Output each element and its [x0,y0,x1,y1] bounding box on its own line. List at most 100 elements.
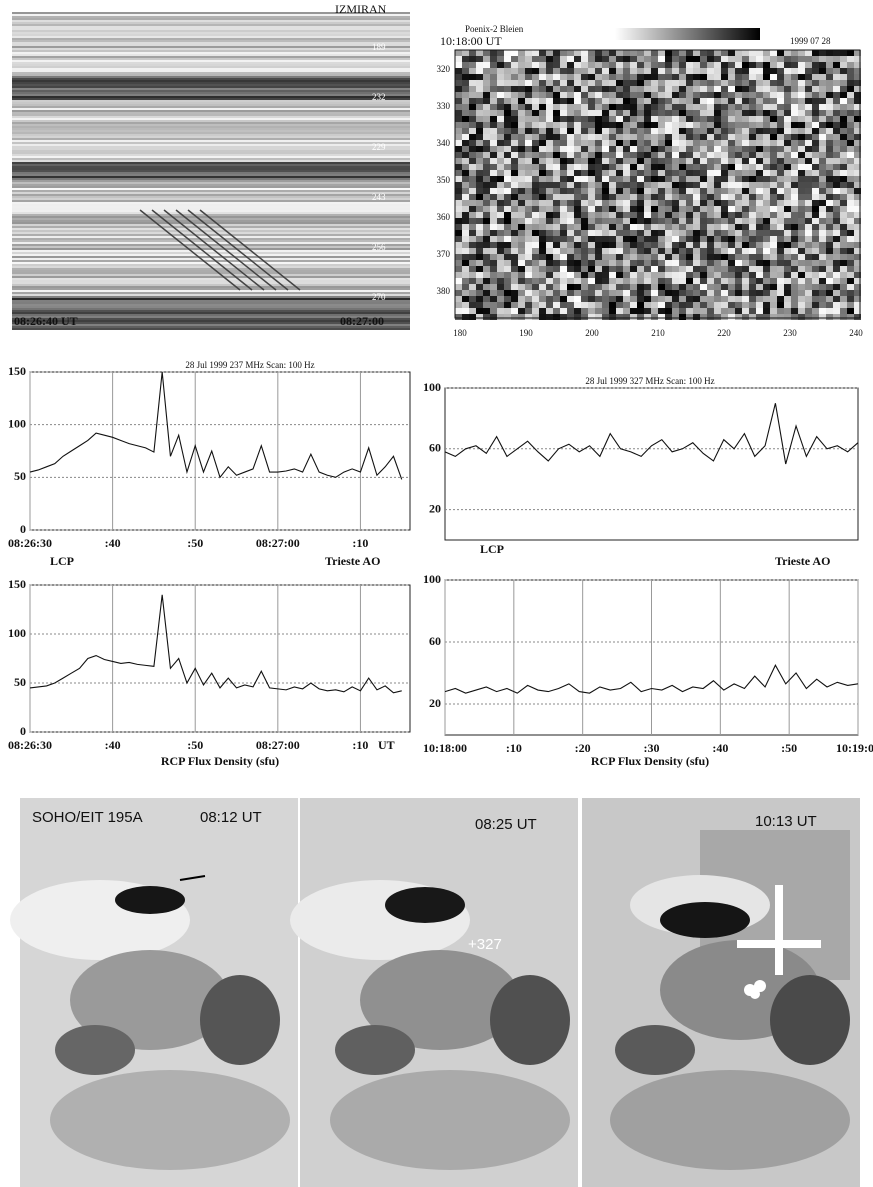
pixel [707,200,714,206]
pixel [665,242,672,248]
pixel [749,92,756,98]
pixel [609,212,616,218]
pixel [798,236,805,242]
pixel [735,170,742,176]
pixel [784,314,791,320]
pixel [476,308,483,314]
pixel [462,302,469,308]
pixel [721,62,728,68]
pixel [665,50,672,56]
pixel [679,116,686,122]
pixel [490,194,497,200]
bleien-date: 1999 07 28 [790,36,831,46]
pixel [504,146,511,152]
pixel [483,56,490,62]
pixel [735,182,742,188]
pixel [546,278,553,284]
pixel [637,272,644,278]
pixel [784,104,791,110]
pixel [462,212,469,218]
pixel [532,242,539,248]
pixel [497,296,504,302]
pixel [637,314,644,320]
pixel [476,92,483,98]
pixel [483,218,490,224]
pixel [616,86,623,92]
pixel [784,80,791,86]
pixel [602,140,609,146]
pixel [770,158,777,164]
pixel [777,290,784,296]
pixel [616,308,623,314]
pixel [728,128,735,134]
pixel [658,50,665,56]
pixel [497,302,504,308]
pixel [546,200,553,206]
stripe [12,244,410,246]
pixel [497,164,504,170]
stripe [12,152,410,154]
pixel [693,80,700,86]
pixel [455,152,462,158]
pixel [518,164,525,170]
pixel [609,260,616,266]
pixel [679,92,686,98]
pixel [462,200,469,206]
stripe [12,222,410,224]
pixel [504,74,511,80]
pixel [798,134,805,140]
pixel [749,302,756,308]
pixel [588,278,595,284]
pixel [462,272,469,278]
pixel [812,188,819,194]
pixel [546,74,553,80]
pixel [693,110,700,116]
pixel [819,242,826,248]
instrument-label: SOHO/EIT 195A [32,809,143,826]
pixel [490,248,497,254]
pixel [791,146,798,152]
pixel [826,50,833,56]
x-tick-label: :40 [105,738,121,752]
pixel [644,128,651,134]
pixel [525,86,532,92]
pixel [455,50,462,56]
pixel [777,206,784,212]
pixel [560,254,567,260]
pixel [833,92,840,98]
pixel [483,230,490,236]
pixel [819,194,826,200]
pixel [854,134,861,140]
pixel [623,116,630,122]
pixel [560,224,567,230]
pixel [490,188,497,194]
pixel [791,134,798,140]
x-axis-label: RCP Flux Density (sfu) [591,754,709,768]
stripe [12,272,410,274]
pixel [707,56,714,62]
pixel [525,254,532,260]
pixel [693,176,700,182]
pixel [679,110,686,116]
pixel [756,74,763,80]
pixel [504,164,511,170]
pixel [700,104,707,110]
pixel [609,278,616,284]
pixel [623,194,630,200]
pixel [476,134,483,140]
pixel [588,200,595,206]
pixel [840,140,847,146]
pixel [728,308,735,314]
pixel [574,236,581,242]
pixel [735,92,742,98]
pixel [728,194,735,200]
pixel [700,128,707,134]
pixel [735,248,742,254]
pixel [595,248,602,254]
pixel [658,284,665,290]
pixel [469,116,476,122]
stripe [12,220,410,222]
pixel [469,230,476,236]
pixel [833,164,840,170]
pixel [490,74,497,80]
